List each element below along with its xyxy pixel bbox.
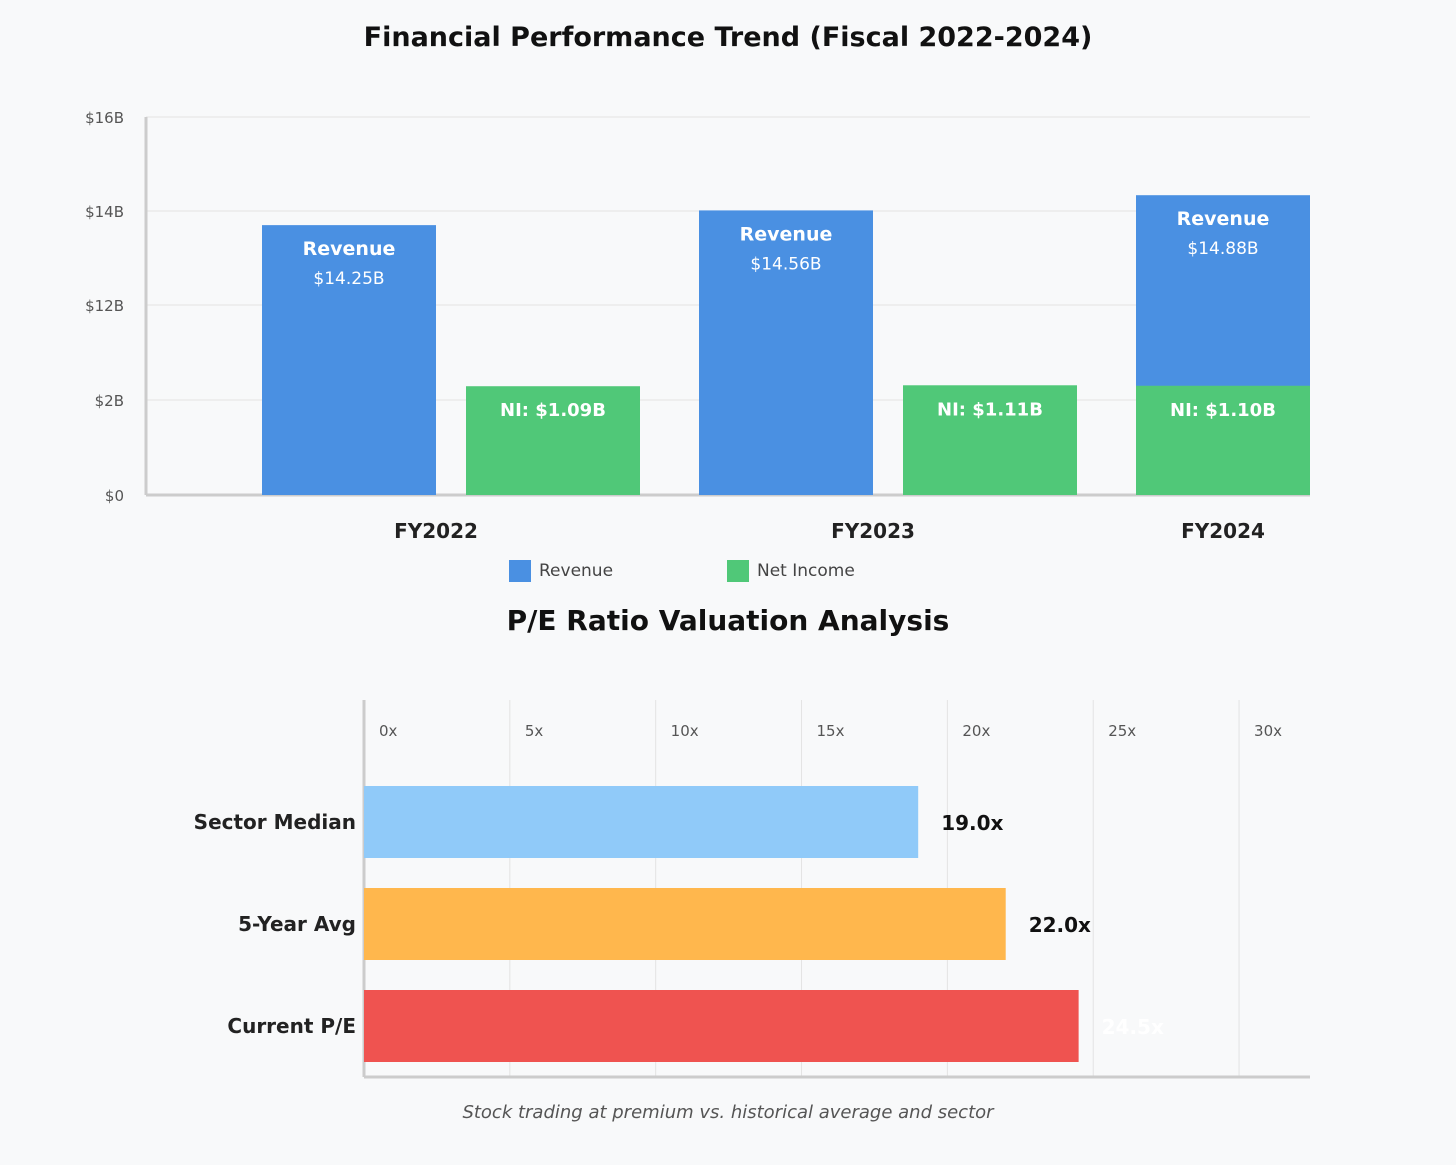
- pe-bar: [364, 786, 919, 858]
- pe-category-label: Sector Median: [194, 810, 356, 834]
- x-category-label: FY2023: [831, 519, 915, 543]
- x-tick-label: 20x: [962, 722, 990, 740]
- net-income-value-label: NI: $1.11B: [937, 399, 1043, 420]
- legend-item-revenue: Revenue: [509, 560, 727, 582]
- pe-value-label: 22.0x: [1029, 913, 1091, 937]
- x-category-label: FY2024: [1181, 519, 1265, 543]
- y-tick-label: $14B: [85, 203, 124, 221]
- pe-bar: [364, 990, 1079, 1062]
- x-tick-label: 0x: [379, 722, 398, 740]
- revenue-bar: [262, 225, 436, 495]
- pe-chart-note: Stock trading at premium vs. historical …: [462, 1102, 994, 1123]
- net-income-value-label: NI: $1.10B: [1170, 400, 1276, 421]
- pe-category-label: Current P/E: [227, 1014, 356, 1038]
- y-tick-label: $12B: [85, 297, 124, 315]
- revenue-chart: $0 $2B $12B $14B $16B Revenue $14.25B NI: $1.09…: [85, 109, 1310, 543]
- revenue-bar-label: Revenue: [1177, 208, 1270, 230]
- revenue-chart-title: Financial Performance Trend (Fiscal 2022…: [363, 22, 1093, 53]
- pe-category-label: 5-Year Avg: [238, 912, 356, 936]
- revenue-value-label: $14.25B: [313, 269, 384, 289]
- pe-bar: [364, 888, 1006, 960]
- x-category-label: FY2022: [394, 519, 478, 543]
- pe-value-label: 24.5x: [1102, 1015, 1164, 1039]
- x-tick-label: 25x: [1108, 722, 1136, 740]
- net-income-bar: [1136, 385, 1310, 495]
- revenue-value-label: $14.56B: [750, 254, 821, 274]
- legend-label-net-income: Net Income: [757, 561, 855, 581]
- x-tick-label: 5x: [525, 722, 544, 740]
- y-tick-label: $2B: [95, 392, 124, 410]
- revenue-bar: [699, 210, 873, 495]
- net-income-bar: [903, 385, 1077, 495]
- pe-value-label: 19.0x: [941, 811, 1003, 835]
- y-tick-label: $0: [105, 487, 124, 505]
- revenue-chart-legend: Revenue Net Income: [509, 560, 945, 582]
- revenue-bar-label: Revenue: [303, 238, 396, 260]
- legend-swatch-revenue: [509, 560, 531, 582]
- revenue-bar-label: Revenue: [740, 223, 833, 245]
- x-tick-label: 10x: [671, 722, 699, 740]
- revenue-value-label: $14.88B: [1187, 239, 1258, 259]
- x-tick-label: 15x: [817, 722, 845, 740]
- legend-label-revenue: Revenue: [539, 561, 614, 581]
- net-income-bar: [466, 386, 640, 495]
- net-income-value-label: NI: $1.09B: [500, 400, 606, 421]
- pe-chart-title: P/E Ratio Valuation Analysis: [506, 604, 950, 637]
- legend-swatch-net-income: [727, 560, 749, 582]
- y-tick-label: $16B: [85, 109, 124, 127]
- x-tick-label: 30x: [1254, 722, 1282, 740]
- legend-item-net-income: Net Income: [727, 560, 945, 582]
